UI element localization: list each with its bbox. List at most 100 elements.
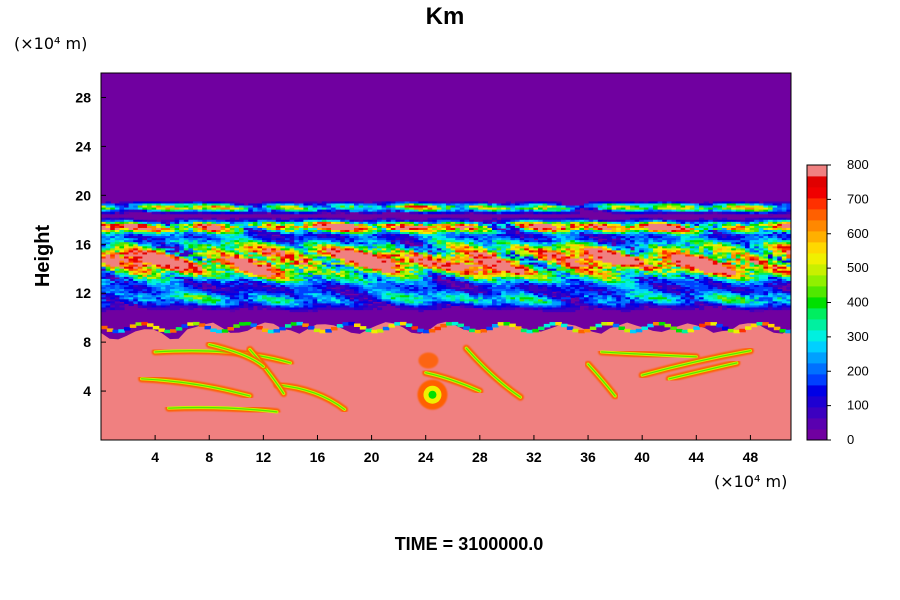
heat-cell bbox=[740, 219, 746, 223]
heat-cell bbox=[685, 250, 691, 254]
heat-cell bbox=[188, 232, 194, 235]
heat-cell bbox=[358, 205, 364, 209]
heat-cell bbox=[381, 236, 387, 239]
heat-cell bbox=[473, 246, 479, 249]
heat-cell bbox=[487, 221, 493, 225]
heat-cell bbox=[183, 223, 189, 227]
heat-cell bbox=[294, 252, 300, 256]
heat-cell bbox=[781, 260, 787, 264]
heat-cell bbox=[432, 238, 438, 241]
heat-cell bbox=[409, 264, 415, 268]
heat-cell bbox=[538, 211, 544, 215]
heat-cell bbox=[712, 229, 718, 233]
heat-cell bbox=[726, 232, 732, 235]
heat-cell bbox=[731, 256, 737, 260]
heat-cell bbox=[561, 205, 567, 209]
heat-cell bbox=[570, 232, 576, 235]
heat-cell bbox=[570, 223, 576, 227]
heat-cell bbox=[280, 246, 286, 249]
heat-cell bbox=[648, 242, 654, 245]
heat-cell bbox=[147, 268, 153, 272]
heat-cell bbox=[386, 207, 392, 211]
heat-cell bbox=[676, 258, 682, 262]
heat-cell bbox=[542, 207, 548, 211]
heat-cell bbox=[533, 232, 539, 235]
heat-cell bbox=[501, 270, 507, 274]
heat-cell bbox=[312, 262, 318, 266]
heat-cell bbox=[639, 254, 645, 258]
heat-cell bbox=[758, 242, 764, 245]
heat-cell bbox=[749, 236, 755, 239]
heat-cell bbox=[492, 258, 498, 262]
heat-cell bbox=[768, 246, 774, 249]
heat-cell bbox=[197, 244, 203, 247]
heat-cell bbox=[505, 225, 511, 229]
heat-cell bbox=[147, 252, 153, 256]
heat-cell bbox=[160, 250, 166, 254]
heat-cell bbox=[501, 236, 507, 239]
heat-cell bbox=[395, 256, 401, 260]
heat-cell bbox=[538, 221, 544, 225]
heat-cell bbox=[482, 264, 488, 268]
heat-cell bbox=[239, 232, 245, 235]
heat-cell bbox=[174, 205, 180, 209]
heat-cell bbox=[487, 223, 493, 227]
heat-cell bbox=[671, 229, 677, 233]
heat-cell bbox=[211, 232, 217, 235]
heat-cell bbox=[248, 244, 254, 247]
heat-cell bbox=[505, 242, 511, 245]
heat-cell bbox=[611, 256, 617, 260]
heat-cell bbox=[377, 258, 383, 262]
heat-cell bbox=[252, 223, 258, 227]
heat-cell bbox=[119, 229, 125, 233]
heat-cell bbox=[533, 256, 539, 260]
heat-cell bbox=[147, 201, 153, 205]
heat-cell bbox=[717, 229, 723, 233]
heat-cell bbox=[758, 268, 764, 272]
heat-cell bbox=[165, 252, 171, 256]
heat-cell bbox=[561, 258, 567, 262]
heat-cell bbox=[648, 254, 654, 258]
heat-cell bbox=[174, 252, 180, 256]
heat-cell bbox=[183, 246, 189, 249]
heat-cell bbox=[280, 242, 286, 245]
heat-cell bbox=[561, 272, 567, 276]
heat-cell bbox=[542, 221, 548, 225]
heat-cell bbox=[699, 248, 705, 251]
heat-cell bbox=[588, 227, 594, 231]
heat-cell bbox=[653, 203, 659, 207]
heat-cell bbox=[473, 223, 479, 227]
heat-cell bbox=[492, 227, 498, 231]
heat-cell bbox=[542, 219, 548, 223]
heat-cell bbox=[657, 240, 663, 243]
heat-cell bbox=[395, 201, 401, 205]
heat-cell bbox=[538, 242, 544, 245]
heat-cell bbox=[119, 221, 125, 225]
heat-cell bbox=[183, 229, 189, 233]
heat-cell bbox=[423, 209, 429, 213]
heat-cell bbox=[294, 209, 300, 213]
heat-cell bbox=[423, 248, 429, 251]
heat-cell bbox=[390, 201, 396, 205]
heat-cell bbox=[685, 252, 691, 256]
heat-cell bbox=[216, 205, 222, 209]
heat-cell bbox=[653, 256, 659, 260]
heat-cell bbox=[308, 272, 314, 276]
heat-cell bbox=[216, 223, 222, 227]
heat-cell bbox=[735, 252, 741, 256]
heat-cell bbox=[298, 211, 304, 215]
heat-cell bbox=[257, 254, 263, 258]
heat-cell bbox=[446, 244, 452, 247]
heat-cell bbox=[174, 221, 180, 225]
heat-cell bbox=[298, 244, 304, 247]
heat-cell bbox=[436, 252, 442, 256]
heat-cell bbox=[579, 248, 585, 251]
heat-cell bbox=[271, 258, 277, 262]
heat-cell bbox=[579, 244, 585, 247]
heat-cell bbox=[234, 250, 240, 254]
heat-cell bbox=[551, 209, 557, 213]
heat-cell bbox=[634, 250, 640, 254]
heat-cell bbox=[354, 244, 360, 247]
heat-cell bbox=[450, 268, 456, 272]
heat-cell bbox=[478, 234, 484, 237]
